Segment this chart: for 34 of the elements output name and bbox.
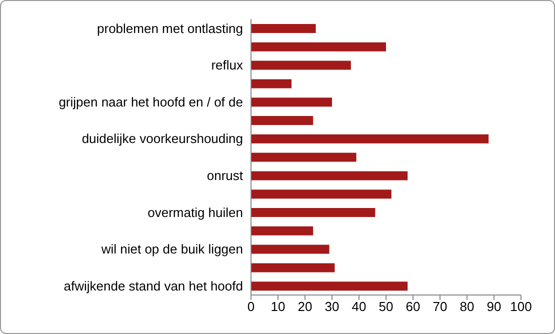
x-tick-label: 70: [432, 299, 448, 314]
bar: [251, 171, 408, 180]
bar: [251, 244, 330, 254]
bar: [251, 263, 335, 272]
bar: [251, 208, 376, 217]
x-tick-label: 30: [324, 299, 340, 314]
y-tick-label: grijpen naar het hoofd en / of de: [58, 94, 243, 110]
x-tick-label: 50: [378, 299, 394, 314]
x-tick-label: 0: [247, 299, 255, 314]
x-tick-label: 80: [460, 299, 474, 314]
bar: [251, 98, 332, 107]
bar: [251, 116, 314, 125]
x-tick-label: 90: [486, 299, 502, 314]
bar: [251, 190, 392, 199]
bar: [251, 134, 489, 144]
bar: [251, 60, 351, 70]
x-tick-label: 10: [270, 299, 286, 314]
bar: [251, 152, 356, 162]
y-tick-label: reflux: [211, 58, 244, 73]
x-tick-label: 60: [406, 299, 420, 314]
y-tick-label: onrust: [206, 168, 244, 184]
bar: [251, 282, 408, 291]
y-tick-label: problemen met ontlasting: [97, 20, 243, 36]
y-tick-label: duidelijke voorkeurshouding: [82, 131, 243, 146]
y-tick-label: afwijkende stand van het hoofd: [64, 278, 243, 294]
bar: [251, 42, 386, 52]
y-tick-label: overmatig huilen: [148, 204, 243, 220]
x-tick-label: 20: [298, 299, 312, 314]
bar: [251, 226, 314, 236]
x-tick-label: 40: [352, 299, 366, 314]
x-tick-label: 100: [510, 299, 532, 314]
bar: [251, 24, 316, 33]
bar: [251, 79, 292, 88]
y-tick-label: wil niet op de buik liggen: [100, 242, 243, 257]
